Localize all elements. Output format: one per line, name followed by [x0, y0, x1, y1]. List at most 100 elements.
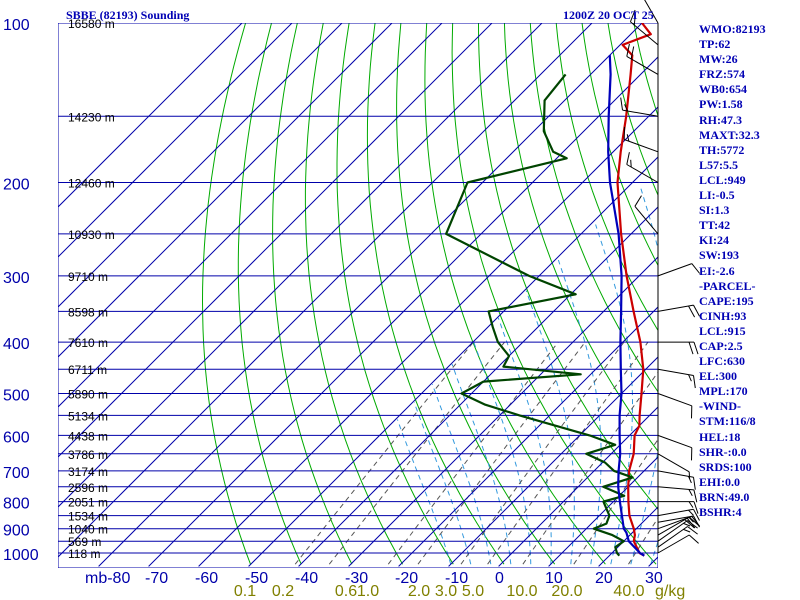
- mixing-ratio-label: 40.0: [613, 583, 644, 600]
- wind-barb-flag: [683, 528, 691, 533]
- wind-barb: [657, 453, 691, 480]
- stability-indices-panel: WMO:82193 TP:62 MW:26 FRZ:574 WB0:654 PW:1.58…: [699, 22, 799, 520]
- index-line: LI:-0.5: [699, 188, 735, 203]
- isotherm-line: [248, 156, 658, 567]
- mixing-ratio-label: 0.2: [272, 583, 294, 600]
- isotherm-line: [58, 23, 293, 258]
- wind-barb-staff: [657, 470, 694, 478]
- wind-barb-flag: [691, 263, 701, 274]
- isotherm-line: [148, 56, 658, 567]
- index-line: PW:1.58: [699, 97, 743, 112]
- isotherm-line: [298, 206, 658, 567]
- wind-barb-flag: [633, 17, 636, 26]
- wind-barb: [657, 368, 696, 389]
- wind-barb: [626, 43, 659, 75]
- isotherm-line: [448, 356, 658, 567]
- mixing-ratio-unit-label: g/kg: [655, 583, 685, 600]
- mixing-ratio-label: 5.0: [462, 583, 484, 600]
- pressure-tick-label: 1000: [3, 547, 39, 564]
- wind-barb-staff: [657, 453, 690, 473]
- pressure-isotherm-grid: [58, 23, 658, 568]
- isotherm-line: [98, 23, 643, 567]
- isotherm-line: [398, 306, 658, 567]
- height-label: 2596 m: [68, 481, 108, 495]
- wind-barb-staff: [626, 55, 659, 75]
- wind-barb-staff: [630, 21, 659, 46]
- wind-barb-flag: [693, 477, 696, 490]
- moist-adiabat-line: [473, 341, 532, 565]
- isotherm-tick-label: -10: [445, 570, 468, 587]
- index-line: WMO:82193: [699, 22, 766, 36]
- dry-adiabat-line: [366, 23, 505, 565]
- sounding-profiles: [445, 23, 652, 557]
- wind-barb: [657, 486, 698, 503]
- wind-barb-flag: [688, 305, 696, 318]
- wind-barb-flag: [693, 515, 700, 528]
- isotherm-tick-label: 10: [545, 570, 563, 587]
- wind-barb-flag: [688, 516, 699, 526]
- index-line: EHI:0.0: [699, 474, 741, 489]
- wind-barb-staff: [657, 368, 694, 376]
- dewpoint-profile-line: [445, 73, 634, 557]
- wind-barb: [657, 515, 700, 528]
- wind-barb-staff: [624, 139, 659, 153]
- height-label: 5134 m: [68, 409, 108, 423]
- dry-adiabat-line: [607, 23, 658, 197]
- wind-barb-flag: [693, 501, 699, 514]
- station-title: SBBE (82193) Sounding: [66, 8, 190, 22]
- height-label: 1040 m: [68, 523, 108, 537]
- wind-barb: [657, 304, 700, 318]
- pressure-tick-label: 800: [3, 496, 30, 513]
- height-label: 9710 m: [68, 270, 108, 284]
- wind-barb-flag: [624, 104, 628, 112]
- index-line: KI:24: [699, 233, 729, 248]
- index-line: MPL:170: [699, 384, 748, 399]
- wind-barb-flag: [688, 341, 694, 355]
- wind-barbs: [620, 0, 701, 554]
- wind-barb-flag: [693, 341, 699, 355]
- wind-barb-flag: [693, 375, 696, 389]
- parcel-profile-line: [607, 55, 645, 557]
- wind-barb: [644, 0, 659, 24]
- wind-barb-flag: [688, 476, 692, 484]
- isotherm-line: [58, 23, 493, 458]
- height-label: 7610 m: [68, 336, 108, 350]
- index-line: RH:47.3: [699, 112, 742, 127]
- isotherm-tick-label: -40: [295, 570, 318, 587]
- index-line: TP:62: [699, 37, 731, 52]
- height-label: 1534 m: [68, 510, 108, 524]
- dry-adiabat-line: [304, 23, 404, 565]
- index-line: CAPE:195: [699, 293, 754, 308]
- wind-barb-staff: [622, 109, 659, 117]
- dry-adiabat-line: [555, 23, 658, 332]
- dry-adiabat-line: [237, 23, 302, 565]
- index-line: LCL:915: [699, 323, 746, 338]
- index-line: HEL:18: [699, 429, 741, 444]
- index-line: L57:5.5: [699, 157, 738, 172]
- isotherm-line: [498, 406, 658, 567]
- height-label: 118 m: [68, 547, 100, 561]
- height-label: 569 m: [68, 535, 101, 549]
- wind-barb-flag: [630, 46, 635, 59]
- height-label: 8598 m: [68, 305, 108, 319]
- index-line: LFC:630: [699, 354, 745, 369]
- dry-adiabat-line: [633, 23, 658, 118]
- mixing-ratio-line: [294, 341, 474, 565]
- height-label: 2051 m: [68, 496, 108, 510]
- index-line: FRZ:574: [699, 67, 745, 82]
- wind-barb: [657, 508, 700, 521]
- pressure-tick-label: 600: [3, 429, 30, 446]
- wind-barb-staff: [657, 508, 694, 517]
- wind-barb-flag: [626, 43, 630, 57]
- mixing-ratio-label: 1.0: [357, 583, 379, 600]
- isotherm-tick-label: 30: [645, 570, 663, 587]
- pressure-tick-label: 200: [3, 177, 30, 194]
- wind-barb-staff: [626, 164, 659, 183]
- wind-barb: [657, 516, 699, 536]
- wind-barb-flag: [693, 304, 700, 317]
- wind-barb-staff: [657, 263, 692, 277]
- temperature-profile-line: [616, 23, 652, 557]
- mixing-ratio-label: 20.0: [551, 583, 582, 600]
